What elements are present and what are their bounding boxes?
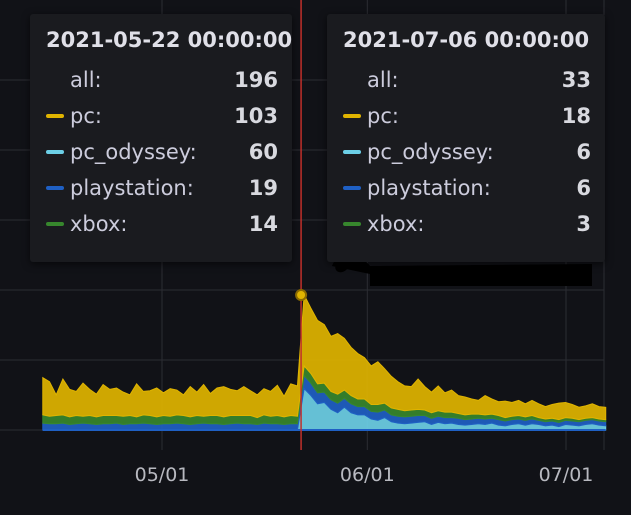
tooltip-label: playstation:	[367, 176, 491, 200]
tooltip-label: pc:	[70, 104, 102, 128]
tooltip-value: 60	[248, 140, 278, 164]
swatch-xbox	[46, 222, 64, 226]
redaction-scribble	[332, 254, 592, 286]
highlight-point	[295, 289, 308, 301]
x-tick-label: 07/01	[539, 464, 594, 486]
tooltip-value: 18	[561, 104, 591, 128]
swatch-none	[46, 78, 64, 82]
tooltip-row-pc: pc: 18	[343, 98, 591, 134]
tooltip-value: 6	[576, 140, 591, 164]
tooltip-value: 33	[561, 68, 591, 92]
tooltip-row-playstation: playstation: 6	[343, 170, 591, 206]
swatch-none	[343, 78, 361, 82]
tooltip-2021-05-22: 2021-05-22 00:00:00 all: 196 pc: 103 pc_…	[30, 14, 292, 262]
tooltip-label: pc:	[367, 104, 399, 128]
swatch-pc-odyssey	[343, 150, 361, 154]
tooltip-row-playstation: playstation: 19	[46, 170, 278, 206]
tooltip-row-xbox: xbox: 3	[343, 206, 591, 242]
tooltip-label: playstation:	[70, 176, 194, 200]
tooltip-value: 19	[248, 176, 278, 200]
tooltip-row-all: all: 33	[343, 62, 591, 98]
tooltip-header: 2021-07-06 00:00:00	[343, 28, 590, 52]
tooltip-label: xbox:	[367, 212, 425, 236]
x-tick-label: 06/01	[340, 464, 395, 486]
tooltip-label: xbox:	[70, 212, 128, 236]
tooltip-row-pc: pc: 103	[46, 98, 278, 134]
tooltip-row-xbox: xbox: 14	[46, 206, 278, 242]
x-axis-ticks: 05/01 06/01 07/01	[135, 464, 594, 486]
swatch-pc	[46, 114, 64, 118]
tooltip-label: all:	[367, 68, 399, 92]
swatch-xbox	[343, 222, 361, 226]
tooltip-2021-07-06: 2021-07-06 00:00:00 all: 33 pc: 18 pc_od…	[327, 14, 605, 262]
series-areas	[42, 293, 607, 431]
tooltip-label: pc_odyssey:	[367, 140, 494, 164]
tooltip-value: 6	[576, 176, 591, 200]
swatch-pc-odyssey	[46, 150, 64, 154]
area-pc	[42, 293, 607, 421]
tooltip-value: 14	[248, 212, 278, 236]
tooltip-row-pc-odyssey: pc_odyssey: 6	[343, 134, 591, 170]
tooltip-label: all:	[70, 68, 102, 92]
swatch-playstation	[343, 186, 361, 190]
tooltip-label: pc_odyssey:	[70, 140, 197, 164]
series-pc	[42, 293, 607, 421]
tooltip-value: 196	[234, 68, 278, 92]
tooltip-row-pc-odyssey: pc_odyssey: 60	[46, 134, 278, 170]
tooltip-value: 103	[234, 104, 278, 128]
x-tick-label: 05/01	[135, 464, 190, 486]
tooltip-header: 2021-05-22 00:00:00	[46, 28, 293, 52]
tooltip-value: 3	[576, 212, 591, 236]
crosshair	[295, 0, 308, 450]
swatch-playstation	[46, 186, 64, 190]
tooltip-row-all: all: 196	[46, 62, 278, 98]
swatch-pc	[343, 114, 361, 118]
